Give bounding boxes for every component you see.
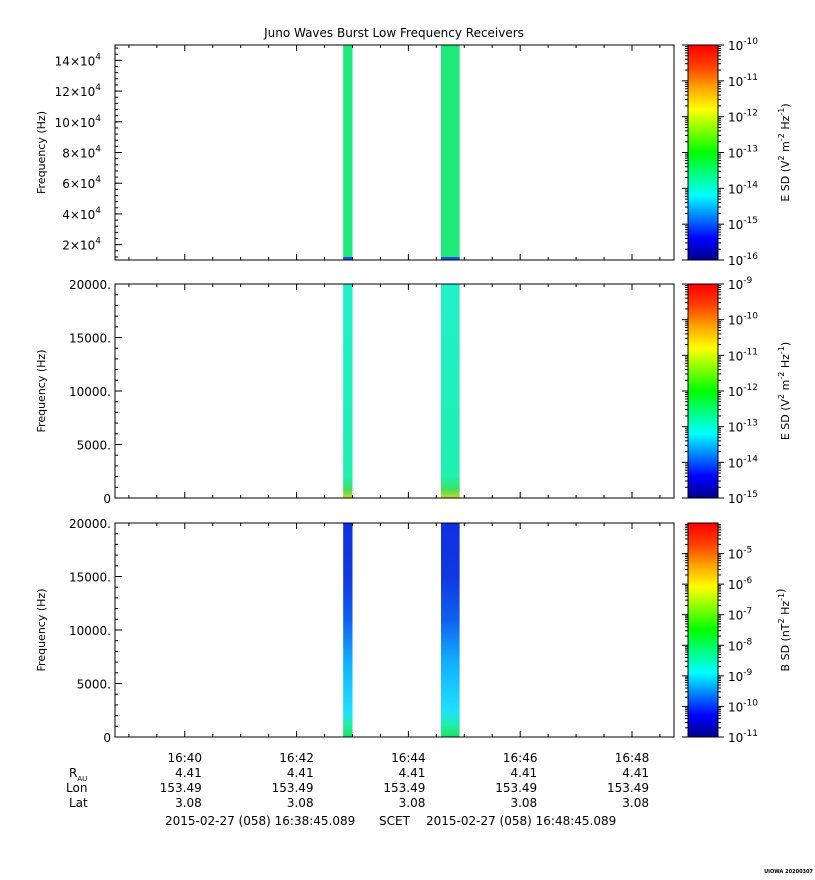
colorbar-tick-label: 10-12 xyxy=(728,109,758,125)
y-tick-label: 20000. xyxy=(69,517,111,531)
footer-start-time: 2015-02-27 (058) 16:38:45.089 xyxy=(165,814,355,828)
ephemeris-rau-value: 4.41 xyxy=(399,766,426,780)
data-strip-floor-top-2 xyxy=(441,257,460,260)
ephem-label-rau: RAU xyxy=(69,766,87,783)
colorbar-tick-label: 10-11 xyxy=(728,73,758,89)
ephemeris-lon-value: 153.49 xyxy=(383,781,425,795)
ephemeris-lat-value: 3.08 xyxy=(510,796,537,810)
ephemeris-lat-value: 3.08 xyxy=(622,796,649,810)
data-strip-floor-top-1 xyxy=(343,257,353,260)
colorbar-tick-label: 10-15 xyxy=(728,216,758,232)
colorbar-tick-label: 10-14 xyxy=(728,454,758,470)
colorbar-label: E SD (V2 m-2 Hz-1) xyxy=(777,342,792,440)
version-stamp: UIOWA 20200307 xyxy=(764,869,813,875)
footer-end-time: 2015-02-27 (058) 16:48:45.089 xyxy=(426,814,616,828)
colorbar-tick-label: 10-13 xyxy=(728,419,758,435)
y-tick-label: 2×104 xyxy=(62,237,101,253)
data-strip-top-1 xyxy=(343,45,353,260)
y-tick-label: 6×104 xyxy=(62,175,101,191)
colorbar-tick-label: 10-10 xyxy=(728,312,758,328)
y-tick-label: 0 xyxy=(103,731,111,745)
colorbar-tick-label: 10-16 xyxy=(728,252,758,268)
colorbar-tick-label: 10-10 xyxy=(728,37,758,53)
colorbar-tick-label: 10-10 xyxy=(728,698,758,714)
chart-title: Juno Waves Burst Low Frequency Receivers xyxy=(263,26,524,40)
colorbar-tick-label: 10-8 xyxy=(728,637,753,653)
colorbar-bottom xyxy=(687,522,719,738)
colorbar-tick-label: 10-9 xyxy=(728,276,753,292)
y-tick-label: 8×104 xyxy=(62,145,101,161)
y-tick-label: 15000. xyxy=(69,332,111,346)
x-tick-label: 16:48 xyxy=(615,751,650,765)
ephemeris-lon-value: 153.49 xyxy=(495,781,537,795)
footer-frame: SCET xyxy=(379,814,411,828)
data-strip-middle-2 xyxy=(441,284,460,498)
colorbar-tick-label: 10-7 xyxy=(728,607,752,623)
y-tick-label: 10×104 xyxy=(55,114,102,130)
plot-frame-top xyxy=(114,44,675,261)
ephemeris-lat-value: 3.08 xyxy=(399,796,426,810)
colorbar-tick-label: 10-6 xyxy=(728,576,753,592)
colorbar-label: E SD (V2 m-2 Hz-1) xyxy=(777,103,792,201)
ephemeris-lat-value: 3.08 xyxy=(175,796,202,810)
footer: 2015-02-27 (058) 16:38:45.089 SCET 2015-… xyxy=(165,814,616,828)
data-strip-bottom-1 xyxy=(343,523,353,737)
colorbar-tick-label: 10-14 xyxy=(728,180,758,196)
y-tick-label: 0 xyxy=(103,492,111,506)
y-axis-label: Frequency (Hz) xyxy=(35,111,48,194)
data-strip-middle-1 xyxy=(343,284,353,498)
y-tick-label: 15000. xyxy=(69,571,111,585)
plot-frame-middle xyxy=(114,283,675,499)
ephemeris-rau-value: 4.41 xyxy=(510,766,537,780)
ephem-label-lon: Lon xyxy=(66,781,87,795)
colorbar-tick-label: 10-9 xyxy=(728,668,753,684)
colorbar-top xyxy=(687,44,719,261)
ephemeris-lon-value: 153.49 xyxy=(607,781,649,795)
spectrogram-panel-top: 2×104 4×104 6×104 8×104 10×104 12×104 14×104 Fr… xyxy=(35,37,792,268)
plot-frame-bottom xyxy=(114,522,675,738)
x-tick-label: 16:44 xyxy=(391,751,426,765)
spectrogram-panel-middle: 20000. 15000. 10000. 5000. 0 Frequency (Hz) 10… xyxy=(35,276,792,506)
data-strip-top-2 xyxy=(441,45,460,260)
colorbar-tick-label: 10-12 xyxy=(728,383,758,399)
y-axis-label: Frequency (Hz) xyxy=(35,589,48,672)
ephemeris-lon-value: 153.49 xyxy=(272,781,314,795)
colorbar-middle xyxy=(687,283,719,499)
y-tick-label: 5000. xyxy=(77,678,111,692)
y-tick-label: 20000. xyxy=(69,278,111,292)
colorbar-tick-label: 10-13 xyxy=(728,145,758,161)
time-axis: 16:40 16:42 16:44 16:46 16:48 xyxy=(167,751,649,765)
y-tick-label: 10000. xyxy=(69,385,111,399)
panels-group: 2×104 4×104 6×104 8×104 10×104 12×104 14×104 Fr… xyxy=(35,37,792,745)
colorbar-label: B SD (nT2 Hz-1) xyxy=(774,589,792,672)
x-tick-label: 16:42 xyxy=(279,751,314,765)
x-tick-label: 16:46 xyxy=(503,751,538,765)
spectrogram-panel-bottom: 20000. 15000. 10000. 5000. 0 Frequency (Hz) 10… xyxy=(35,517,792,745)
y-tick-label: 12×104 xyxy=(55,83,102,99)
colorbar-tick-label: 10-15 xyxy=(728,490,758,506)
ephemeris-lon-value: 153.49 xyxy=(160,781,202,795)
y-tick-label: 10000. xyxy=(69,624,111,638)
colorbar-tick-label: 10-11 xyxy=(728,347,758,363)
data-strip-bottom-2 xyxy=(441,523,460,737)
y-tick-label: 14×104 xyxy=(55,52,102,68)
colorbar-tick-label: 10-5 xyxy=(728,546,752,562)
x-tick-label: 16:40 xyxy=(167,751,202,765)
y-tick-label: 5000. xyxy=(77,439,111,453)
y-axis-label: Frequency (Hz) xyxy=(35,350,48,433)
colorbar-tick-label: 10-11 xyxy=(728,729,758,745)
ephemeris-rau-value: 4.41 xyxy=(622,766,649,780)
ephem-label-lat: Lat xyxy=(69,796,88,810)
ephemeris-lat-value: 3.08 xyxy=(287,796,314,810)
y-tick-label: 4×104 xyxy=(62,206,101,222)
ephemeris-rau-value: 4.41 xyxy=(287,766,314,780)
ephemeris-rau-value: 4.41 xyxy=(175,766,202,780)
